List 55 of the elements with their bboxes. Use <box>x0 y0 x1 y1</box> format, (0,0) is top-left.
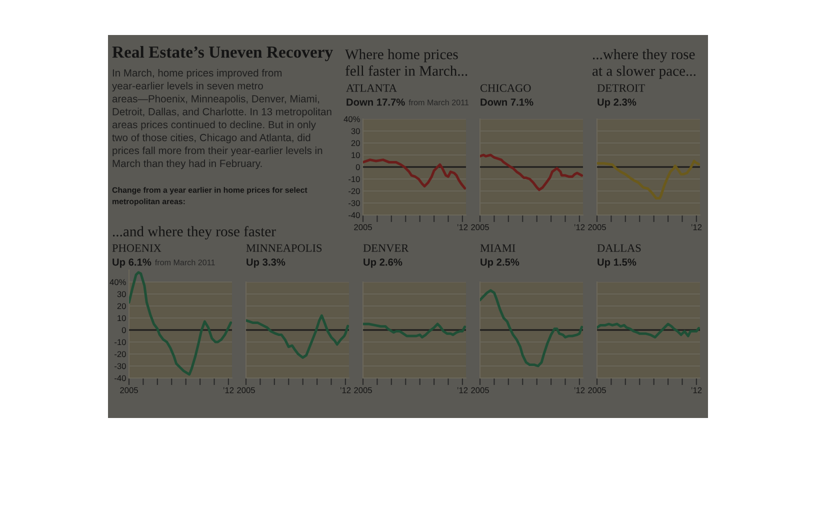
y-tick-label: 30 <box>117 291 126 298</box>
y-tick-label: -40 <box>348 212 360 218</box>
chart-subtitle: Up 6.1% <box>112 258 152 268</box>
x-tick-label: 2005 <box>354 387 372 394</box>
chart-title: DALLAS <box>597 244 641 252</box>
x-tick-label: ’12 <box>574 387 585 394</box>
chart-subtitle: Down 17.7% <box>346 98 405 106</box>
chart-title: MINNEAPOLIS <box>246 244 322 252</box>
y-tick-label: 10 <box>352 152 360 158</box>
text: ...where they rose at a slower pace... <box>592 49 696 79</box>
text: Where home prices fell faster in March... <box>345 49 468 76</box>
chart-title: MIAMI <box>480 244 516 252</box>
chart-title: CHICAGO <box>480 84 531 92</box>
text: In March, home prices improved from year-earlier levels in seven metro areas—Phoenix, Minneapolis, Denver, Miami, Detroit, Dallas, and Charlotte. In 13 metropolitan areas prices continued to decline. But in only two of those cities, Chicago and Atlanta, did prices fall more from their year-earlier levels in March than they had in February. <box>112 69 332 170</box>
x-tick-label: ’12 <box>340 387 351 394</box>
y-tick-label: -20 <box>348 188 360 194</box>
x-tick-label: 2005 <box>588 387 606 394</box>
x-tick-label: 2005 <box>237 387 255 394</box>
x-tick-label: ’12 <box>574 224 585 230</box>
chart-subtitle: Down 7.1% <box>480 98 534 106</box>
x-tick-label: ’12 <box>457 224 468 230</box>
y-tick-label: 40% <box>344 116 360 122</box>
text: ...and where they rose faster <box>112 226 276 240</box>
y-tick-label: 20 <box>351 140 360 146</box>
y-tick-label: 0 <box>122 327 126 334</box>
y-tick-label: 10 <box>118 315 126 322</box>
y-tick-label: 0 <box>356 164 360 170</box>
chart-subtitle: Up 1.5% <box>598 258 636 268</box>
y-tick-label: -40 <box>114 375 126 382</box>
chart-subtitle: Up 2.6% <box>364 258 402 268</box>
x-tick-label: 2005 <box>471 224 489 230</box>
chart-subtitle: Up 2.5% <box>480 258 520 268</box>
y-tick-label: 30 <box>351 128 360 134</box>
x-tick-label: 2005 <box>354 224 372 230</box>
x-tick-label: 2005 <box>471 387 489 394</box>
x-tick-label: 2005 <box>588 224 606 230</box>
y-tick-label: -10 <box>348 176 360 182</box>
y-tick-label: -10 <box>114 339 126 346</box>
text: Real Estate’s Uneven Recovery <box>112 46 333 62</box>
x-tick-label: ’12 <box>691 387 702 394</box>
chart-title: DENVER <box>363 244 409 252</box>
y-tick-label: 40% <box>110 279 126 286</box>
y-tick-label: -30 <box>114 363 126 370</box>
chart-subtitle: Up 2.3% <box>598 98 636 108</box>
chart-title: ATLANTA <box>346 84 397 92</box>
chart-title: PHOENIX <box>112 244 162 252</box>
x-tick-label: ’12 <box>223 387 234 394</box>
y-tick-label: 20 <box>117 303 126 310</box>
chart-title: DETROIT <box>597 84 645 92</box>
y-tick-label: -30 <box>348 200 360 206</box>
x-tick-label: ’12 <box>457 387 468 394</box>
chart-subtitle: Up 3.3% <box>246 258 286 268</box>
y-tick-label: -20 <box>114 351 126 358</box>
x-tick-label: 2005 <box>120 387 138 394</box>
x-tick-label: ’12 <box>691 224 702 230</box>
